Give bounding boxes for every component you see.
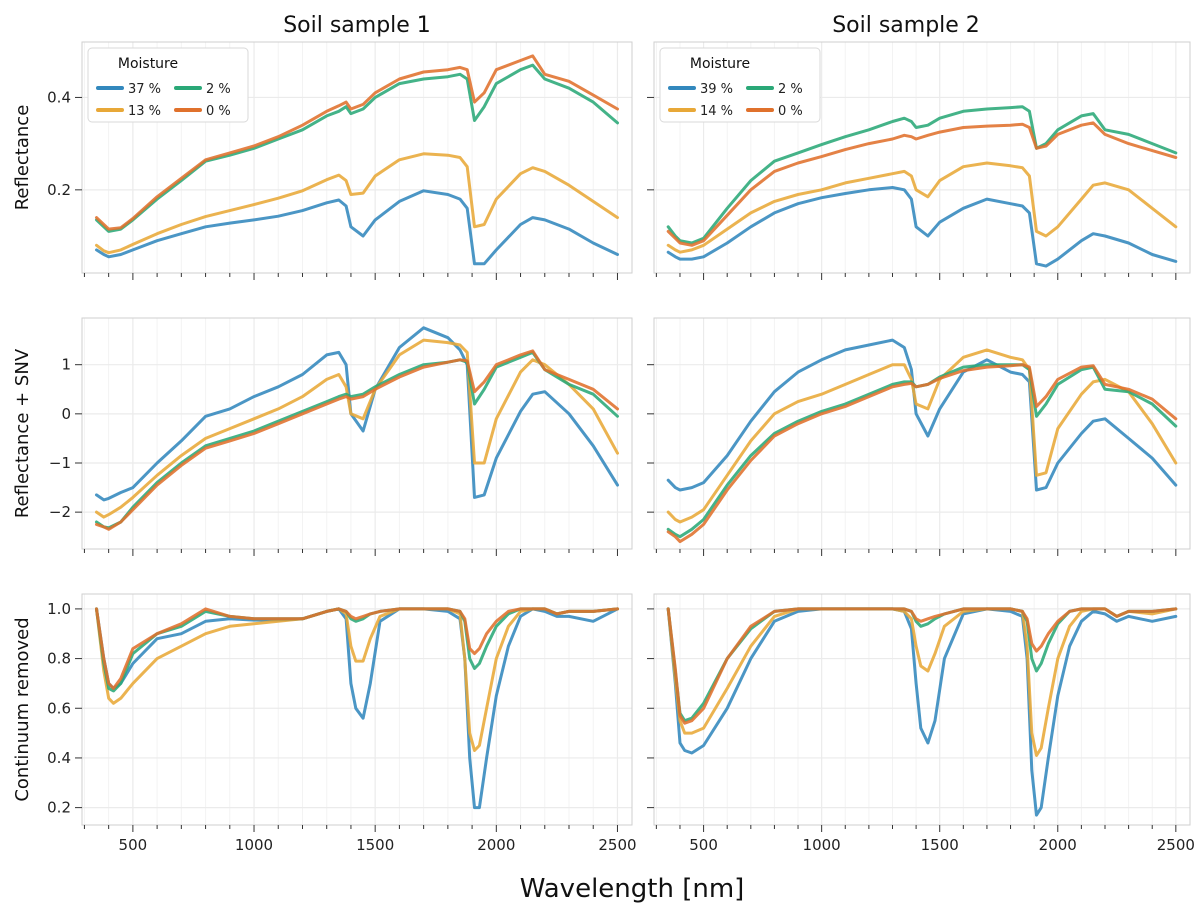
y-tick-label: 0	[61, 405, 71, 423]
y-tick-label: 0.2	[47, 799, 71, 817]
legend-label: 2 %	[206, 82, 231, 97]
legend-label: 0 %	[778, 104, 803, 119]
y-tick-label: −1	[49, 454, 71, 472]
series-line-13pct	[95, 152, 619, 255]
y-tick-label: 1	[61, 356, 71, 374]
series-group	[666, 105, 1178, 268]
legend: Moisture 39 % 2 % 14 % 0 %	[659, 47, 821, 123]
y-tick-label: 0.4	[47, 88, 71, 106]
x-axis-title: Wavelength [nm]	[520, 874, 745, 904]
panel-1-1: 0.2 0.4 Reflectance Moisture 37 % 2 % 13 % 0 %	[12, 41, 633, 280]
series-line-2pct	[95, 350, 619, 530]
series-line-14pct	[666, 161, 1178, 254]
x-tick-label: 1000	[235, 836, 273, 854]
series-line-39pct	[666, 186, 1178, 268]
y-tick-label: 0.4	[47, 749, 71, 767]
legend-label: 0 %	[206, 104, 231, 119]
x-tick-label: 2000	[477, 836, 515, 854]
y-tick-label: 0.6	[47, 699, 71, 717]
series-line-2pct	[95, 63, 619, 233]
panel-3-2: 500 1000 1500 2000 2500	[647, 593, 1195, 854]
y-tick-label: −2	[49, 503, 71, 521]
series-line-39pct	[666, 338, 1178, 492]
panel-border	[81, 317, 633, 550]
series-line-14pct	[666, 607, 1178, 757]
legend: Moisture 37 % 2 % 13 % 0 %	[87, 47, 249, 123]
series-line-14pct	[666, 348, 1178, 524]
y-tick-label: 0.2	[47, 181, 71, 199]
series-line-37pct	[95, 326, 619, 502]
legend-title: Moisture	[690, 56, 750, 72]
x-tick-label: 1500	[921, 836, 959, 854]
x-tick-label: 1500	[356, 836, 394, 854]
series-line-0pct	[666, 363, 1178, 544]
legend-label: 2 %	[778, 82, 803, 97]
legend-title: Moisture	[118, 56, 178, 72]
y-axis-title: Reflectance	[12, 105, 33, 211]
series-line-13pct	[95, 338, 619, 519]
x-tick-label: 500	[119, 836, 148, 854]
y-tick-label: 0.8	[47, 650, 71, 668]
panel-border	[653, 41, 1191, 274]
legend-label: 14 %	[700, 104, 733, 119]
series-line-0pct	[666, 121, 1178, 247]
x-tick-label: 2000	[1039, 836, 1077, 854]
legend-label: 37 %	[128, 82, 161, 97]
series-line-0pct	[95, 607, 619, 690]
column-title-1: Soil sample 1	[283, 13, 431, 38]
legend-box	[659, 47, 821, 123]
series-line-37pct	[95, 607, 619, 810]
x-tick-label: 500	[689, 836, 718, 854]
panel-border	[653, 317, 1191, 550]
panel-1-2: Moisture 39 % 2 % 14 % 0 %	[647, 41, 1191, 280]
series-line-0pct	[95, 54, 619, 231]
series-line-37pct	[95, 189, 619, 266]
x-tick-label: 1000	[803, 836, 841, 854]
series-group	[666, 338, 1178, 544]
panel-3-1: 0.2 0.4 0.6 0.8 1.0 500 1000 1500 2000 2500 Contin…	[12, 593, 637, 854]
series-group	[666, 607, 1178, 817]
series-line-0pct	[95, 349, 619, 531]
y-tick-label: 1.0	[47, 600, 71, 618]
legend-label: 13 %	[128, 104, 161, 119]
panel-2-2	[647, 317, 1191, 556]
legend-label: 39 %	[700, 82, 733, 97]
series-group	[95, 326, 619, 531]
y-axis-title: Reflectance + SNV	[12, 348, 33, 518]
x-tick-label: 2500	[1157, 836, 1195, 854]
panel-border	[653, 593, 1191, 826]
panel-border	[81, 41, 633, 274]
series-line-13pct	[95, 607, 619, 752]
y-axis-title: Continuum removed	[12, 617, 33, 801]
series-line-2pct	[666, 105, 1178, 245]
column-title-2: Soil sample 2	[832, 13, 980, 38]
series-group	[95, 54, 619, 266]
panel-border	[81, 593, 633, 826]
series-line-0pct	[666, 607, 1178, 725]
panel-2-1: −2 −1 0 1 Reflectance + SNV	[12, 317, 633, 556]
series-line-39pct	[666, 607, 1178, 817]
legend-box	[87, 47, 249, 123]
series-group	[95, 607, 619, 810]
x-tick-label: 2500	[598, 836, 636, 854]
